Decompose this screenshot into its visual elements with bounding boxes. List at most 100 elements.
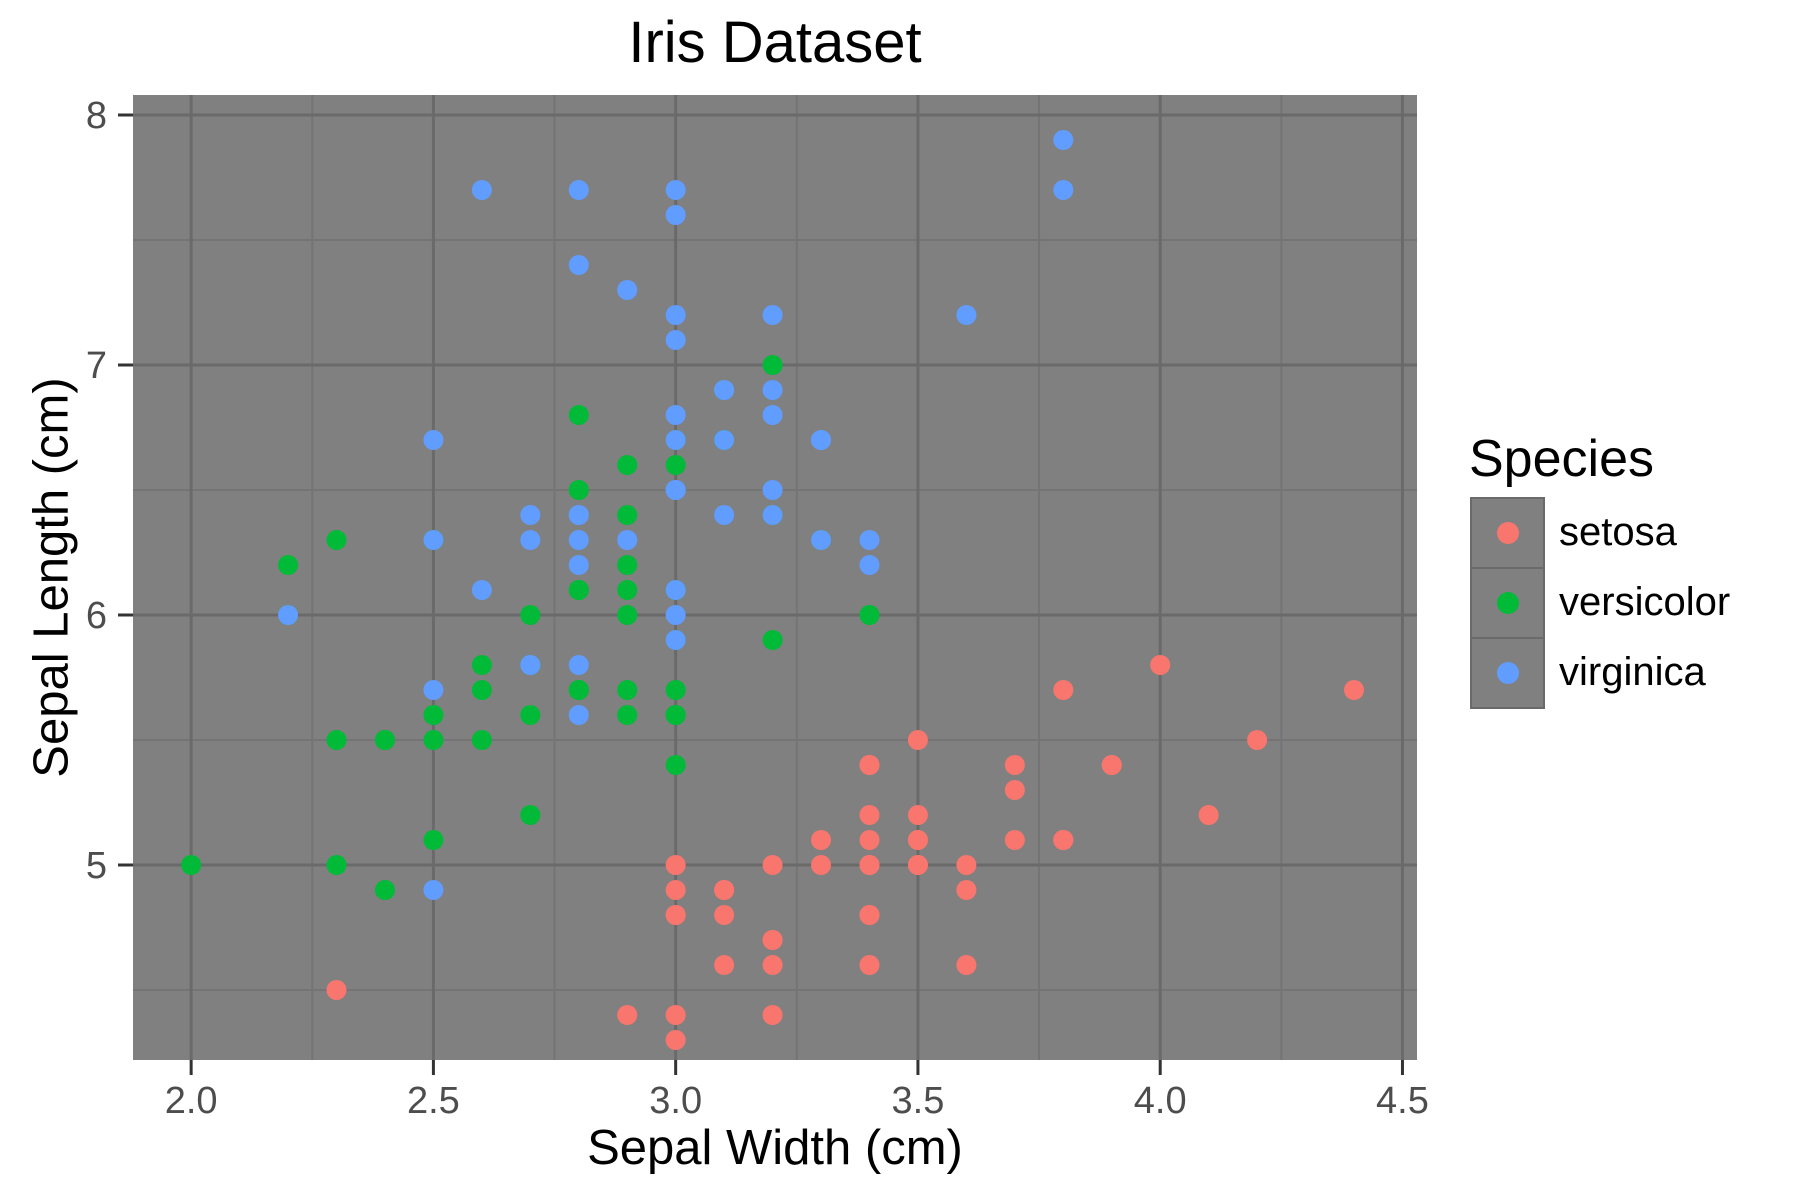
data-point <box>326 855 347 875</box>
data-point <box>568 405 589 425</box>
data-point <box>617 505 638 525</box>
legend-key-versicolor <box>1470 566 1545 639</box>
data-point <box>471 180 492 200</box>
data-point <box>665 405 686 425</box>
data-point <box>859 805 880 825</box>
data-point <box>423 880 444 900</box>
data-point <box>471 580 492 600</box>
data-point <box>278 605 299 625</box>
y-tick-label: 5 <box>86 845 107 887</box>
data-point <box>762 930 783 950</box>
data-point <box>423 680 444 700</box>
data-point <box>374 730 395 750</box>
legend-title: Species <box>1469 430 1654 488</box>
data-point <box>423 705 444 725</box>
data-point <box>665 755 686 775</box>
data-point <box>714 430 735 450</box>
x-tick-label: 4.0 <box>1134 1080 1187 1122</box>
data-point <box>859 755 880 775</box>
data-point <box>423 530 444 550</box>
data-point <box>714 505 735 525</box>
series-virginica <box>278 130 1074 900</box>
data-point <box>520 655 541 675</box>
data-point <box>859 830 880 850</box>
data-point <box>811 530 832 550</box>
data-point <box>714 905 735 925</box>
data-point <box>471 655 492 675</box>
data-point <box>568 530 589 550</box>
data-point <box>859 605 880 625</box>
y-tick-label: 8 <box>86 95 107 137</box>
x-tick-label: 4.5 <box>1376 1080 1429 1122</box>
data-point <box>665 680 686 700</box>
data-point <box>762 955 783 975</box>
data-point <box>762 380 783 400</box>
x-tick-label: 3.0 <box>649 1080 702 1122</box>
data-point <box>762 1005 783 1025</box>
data-point <box>617 280 638 300</box>
data-point <box>374 880 395 900</box>
data-point <box>568 180 589 200</box>
data-point <box>1053 130 1074 150</box>
data-point <box>956 855 977 875</box>
data-point <box>568 580 589 600</box>
data-point <box>1004 755 1025 775</box>
data-point <box>762 855 783 875</box>
data-point <box>520 530 541 550</box>
data-point <box>568 480 589 500</box>
legend-point-icon <box>1496 661 1519 684</box>
data-point <box>859 855 880 875</box>
data-point <box>181 855 202 875</box>
data-point <box>859 530 880 550</box>
data-point <box>1053 680 1074 700</box>
series-setosa <box>326 655 1365 1050</box>
legend-items: setosa versicolor virginica <box>1470 496 1730 709</box>
data-point <box>665 480 686 500</box>
data-point <box>423 730 444 750</box>
data-point <box>907 730 928 750</box>
data-point <box>1004 780 1025 800</box>
data-point <box>665 905 686 925</box>
legend-label-setosa: setosa <box>1559 510 1677 555</box>
chart-title: Iris Dataset <box>628 10 922 75</box>
data-point <box>568 655 589 675</box>
x-tick-label: 2.0 <box>165 1080 218 1122</box>
data-point <box>665 305 686 325</box>
data-point <box>714 880 735 900</box>
legend-label-virginica: virginica <box>1559 650 1706 695</box>
data-point <box>617 705 638 725</box>
data-point <box>907 855 928 875</box>
data-point <box>665 1005 686 1025</box>
data-point <box>568 680 589 700</box>
legend-item-virginica: virginica <box>1470 636 1730 709</box>
data-point <box>811 830 832 850</box>
data-point <box>326 730 347 750</box>
data-point <box>859 905 880 925</box>
axis-ticks: 2.0 2.5 3.0 3.5 4.0 4.5 5 6 7 8 <box>86 95 1429 1122</box>
data-point <box>714 380 735 400</box>
data-point <box>520 505 541 525</box>
y-axis-title-text: Sepal Length (cm) <box>24 376 79 778</box>
data-point <box>1344 680 1365 700</box>
data-point <box>520 805 541 825</box>
data-point <box>1150 655 1171 675</box>
data-point <box>617 680 638 700</box>
data-point <box>617 580 638 600</box>
data-point <box>762 630 783 650</box>
y-tick-label: 6 <box>86 595 107 637</box>
data-point <box>665 880 686 900</box>
data-point <box>665 330 686 350</box>
data-point <box>1101 755 1122 775</box>
data-point <box>762 505 783 525</box>
data-point <box>811 855 832 875</box>
data-point <box>665 705 686 725</box>
data-point <box>1004 830 1025 850</box>
y-tick-label: 7 <box>86 345 107 387</box>
data-point <box>762 305 783 325</box>
data-point <box>1053 830 1074 850</box>
data-point <box>278 555 299 575</box>
data-point <box>520 605 541 625</box>
data-point <box>617 530 638 550</box>
data-point <box>568 505 589 525</box>
